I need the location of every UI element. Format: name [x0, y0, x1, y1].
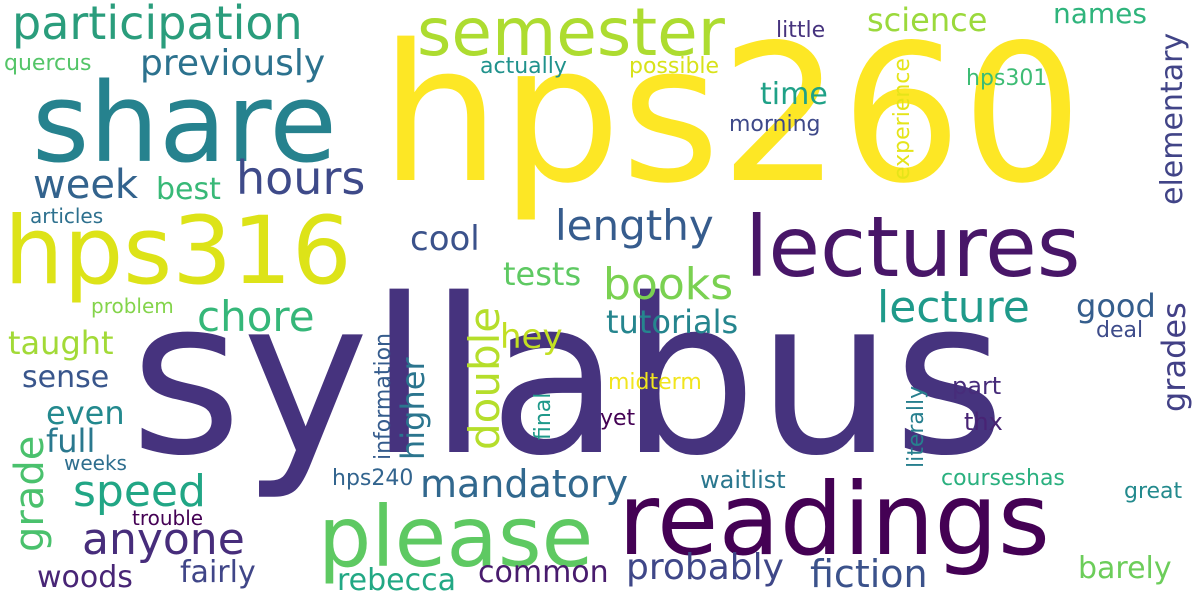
word-participation: participation: [12, 0, 303, 50]
word-mandatory: mandatory: [420, 462, 629, 506]
word-even: even: [46, 394, 125, 432]
word-higher: higher: [394, 357, 432, 460]
word-problem: problem: [91, 294, 174, 318]
word-fairly: fairly: [180, 555, 256, 590]
word-great: great: [1124, 479, 1183, 504]
word-grades: grades: [1155, 302, 1193, 412]
word-final: final: [531, 392, 556, 440]
word-morning: morning: [729, 112, 821, 137]
word-tests: tests: [503, 255, 582, 293]
word-hey: hey: [500, 317, 563, 357]
word-hps240: hps240: [332, 466, 414, 491]
word-rebecca: rebecca: [337, 563, 457, 598]
word-science: science: [867, 1, 988, 39]
word-woods: woods: [37, 560, 133, 595]
word-lecture: lecture: [877, 282, 1030, 333]
word-previously: previously: [140, 43, 326, 84]
word-full: full: [46, 422, 96, 460]
word-courseshas: courseshas: [941, 466, 1065, 491]
word-anyone: anyone: [82, 514, 245, 565]
word-part: part: [952, 372, 1002, 400]
word-probably: probably: [626, 547, 784, 588]
word-taught: taught: [8, 324, 114, 362]
word-weeks: weeks: [64, 451, 127, 475]
word-week: week: [33, 162, 139, 208]
word-tutorials: tutorials: [606, 303, 739, 341]
word-thx: thx: [964, 408, 1003, 436]
word-lengthy: lengthy: [555, 201, 714, 250]
word-lectures: lectures: [745, 198, 1081, 296]
word-sense: sense: [22, 360, 110, 395]
word-trouble: trouble: [132, 506, 204, 530]
word-yet: yet: [600, 406, 636, 431]
word-elementary: elementary: [1155, 32, 1190, 205]
word-semester: semester: [417, 0, 725, 71]
word-midterm: midterm: [608, 370, 702, 395]
word-chore: chore: [197, 292, 315, 341]
word-experience: experience: [890, 58, 915, 180]
word-actually: actually: [480, 54, 567, 79]
word-hps301: hps301: [966, 66, 1048, 91]
word-names: names: [1053, 0, 1147, 30]
word-quercus: quercus: [4, 51, 92, 76]
word-fiction: fiction: [810, 552, 928, 596]
word-waitlist: waitlist: [700, 466, 786, 494]
word-barely: barely: [1078, 551, 1172, 586]
word-cool: cool: [410, 219, 480, 259]
word-articles: articles: [30, 204, 104, 228]
word-deal: deal: [1096, 318, 1144, 343]
word-speed: speed: [73, 466, 206, 517]
word-literally: literally: [904, 385, 929, 468]
word-grade: grade: [7, 435, 53, 552]
word-books: books: [603, 259, 734, 310]
word-share: share: [32, 59, 337, 187]
word-readings: readings: [618, 461, 1050, 578]
word-best: best: [156, 172, 221, 207]
word-common: common: [478, 555, 609, 590]
word-syllabus: syllabus: [130, 252, 1006, 503]
word-information: information: [371, 333, 396, 460]
word-hps316: hps316: [4, 197, 352, 306]
word-hps260: hps260: [380, 4, 1083, 225]
word-please: please: [318, 488, 594, 586]
word-time: time: [760, 77, 828, 112]
word-little: little: [776, 18, 826, 43]
word-possible: possible: [629, 54, 720, 79]
word-good: good: [1076, 287, 1156, 325]
word-hours: hours: [236, 151, 366, 205]
